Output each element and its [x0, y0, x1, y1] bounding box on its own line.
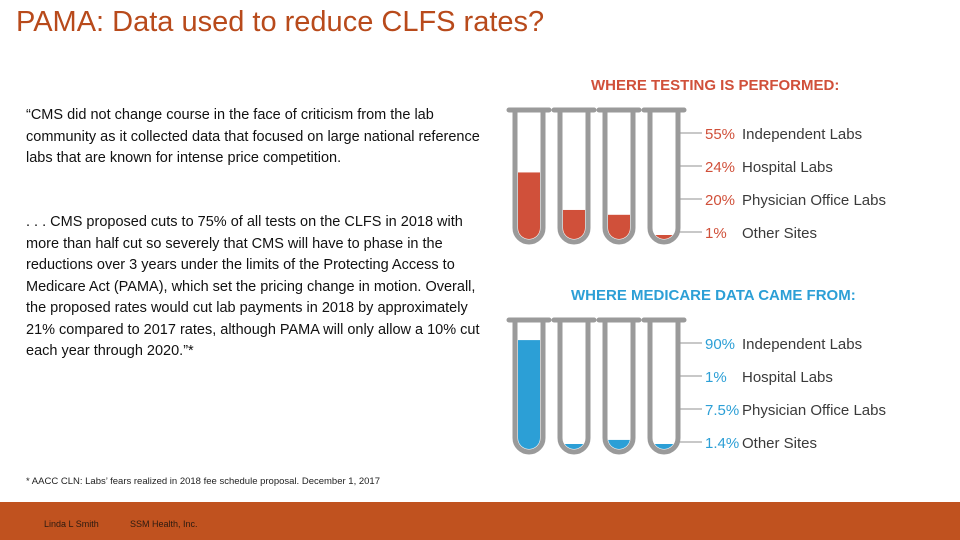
testing-tube-fill-1	[563, 209, 585, 239]
medicare-heading: WHERE MEDICARE DATA CAME FROM:	[571, 287, 856, 304]
testing-panel: WHERE TESTING IS PERFORMED: 55% Independen…	[506, 77, 886, 245]
testing-test-tube-1	[557, 107, 591, 245]
medicare-panel: WHERE MEDICARE DATA CAME FROM: 90% Indepen…	[506, 287, 886, 455]
testing-label-2: Physician Office Labs	[742, 192, 886, 209]
testing-percent-3: 1%	[705, 225, 727, 242]
testing-label-1: Hospital Labs	[742, 159, 833, 176]
medicare-test-tube-3	[647, 317, 681, 455]
medicare-percent-3: 1.4%	[705, 435, 739, 452]
testing-tube-fill-0	[518, 172, 540, 239]
medicare-label-0: Independent Labs	[742, 336, 862, 353]
testing-percent-1: 24%	[705, 159, 735, 176]
slide-title: PAMA: Data used to reduce CLFS rates?	[16, 6, 545, 38]
testing-heading: WHERE TESTING IS PERFORMED:	[591, 77, 839, 94]
medicare-label-2: Physician Office Labs	[742, 402, 886, 419]
quote-paragraph-2: . . . CMS proposed cuts to 75% of all te…	[26, 214, 480, 359]
citation-footnote: * AACC CLN: Labs’ fears realized in 2018…	[26, 476, 380, 487]
testing-test-tube-2	[602, 107, 636, 245]
testing-label-3: Other Sites	[742, 225, 817, 242]
footer-organization: SSM Health, Inc.	[130, 519, 198, 529]
testing-tube-fill-3	[653, 235, 675, 239]
medicare-percent-2: 7.5%	[705, 402, 739, 419]
medicare-test-tube-1	[557, 317, 591, 455]
testing-test-tube-3	[647, 107, 681, 245]
testing-tube-fill-2	[608, 214, 630, 239]
footer-author: Linda L Smith	[44, 519, 99, 529]
medicare-label-1: Hospital Labs	[742, 369, 833, 386]
medicare-percent-1: 1%	[705, 369, 727, 386]
testing-percent-2: 20%	[705, 192, 735, 209]
footer-bar	[0, 502, 960, 540]
quote-paragraph-1: “CMS did not change course in the face o…	[26, 107, 480, 166]
medicare-tube-fill-3	[653, 444, 675, 449]
medicare-label-3: Other Sites	[742, 435, 817, 452]
testing-test-tube-0	[512, 107, 546, 245]
testing-percent-0: 55%	[705, 126, 735, 143]
medicare-test-tube-0	[512, 317, 546, 455]
testing-label-0: Independent Labs	[742, 126, 862, 143]
lab-data-infographic: WHERE TESTING IS PERFORMED: 55% Independen…	[506, 77, 886, 455]
medicare-percent-0: 90%	[705, 336, 735, 353]
medicare-tube-fill-0	[518, 340, 540, 449]
medicare-tube-fill-2	[608, 439, 630, 449]
medicare-test-tube-2	[602, 317, 636, 455]
medicare-tube-fill-1	[563, 444, 585, 449]
